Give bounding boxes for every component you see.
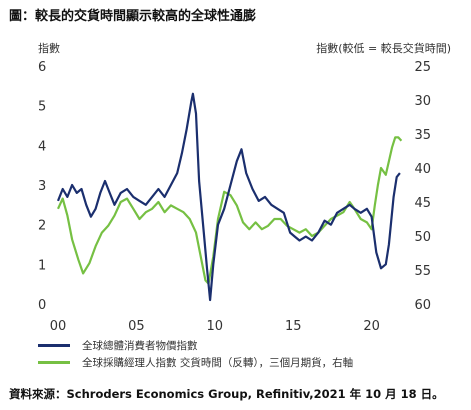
chart-title: 圖：較長的交貨時間顯示較高的全球性通膨 — [9, 9, 257, 24]
right-axis-ticks: 25 30 35 40 45 50 55 60 — [414, 60, 431, 313]
series-layer — [56, 92, 403, 302]
legend-label-pmi: 全球採購經理人指數 交貨時間（反轉），三個月期貨，右軸 — [82, 357, 354, 369]
right-tick-label: 60 — [414, 298, 431, 313]
left-tick-label: 3 — [38, 179, 46, 194]
legend-item-pmi: 全球採購經理人指數 交貨時間（反轉），三個月期貨，右軸 — [38, 354, 353, 371]
left-axis-title: 指數 — [38, 42, 60, 55]
x-tick-label: 00 — [50, 319, 67, 334]
x-axis-ticks: 00 05 10 15 20 — [50, 319, 380, 334]
series-line-cpi — [56, 92, 401, 302]
left-tick-label: 6 — [38, 60, 46, 75]
x-tick-label: 20 — [363, 319, 380, 334]
right-tick-label: 25 — [414, 60, 431, 75]
left-axis-ticks: 0 1 2 3 4 5 6 — [38, 60, 46, 313]
right-axis-title: 指數(較低 = 較長交貨時間) — [316, 42, 451, 55]
source-note: 資料來源：Schroders Economics Group, Refiniti… — [9, 387, 444, 401]
right-tick-label: 30 — [414, 94, 431, 109]
left-tick-label: 5 — [38, 100, 46, 115]
legend-label-cpi: 全球總體消費者物價指數 — [82, 340, 198, 352]
right-tick-label: 35 — [414, 128, 431, 143]
legend-swatch-cpi — [38, 344, 70, 347]
legend: 全球總體消費者物價指數 全球採購經理人指數 交貨時間（反轉），三個月期貨，右軸 — [38, 337, 353, 371]
left-tick-label: 2 — [38, 219, 46, 234]
left-tick-label: 1 — [38, 258, 46, 273]
x-tick-label: 15 — [285, 319, 302, 334]
legend-swatch-pmi — [38, 361, 70, 364]
left-tick-label: 0 — [38, 298, 46, 313]
legend-item-cpi: 全球總體消費者物價指數 — [38, 337, 353, 354]
left-tick-label: 4 — [38, 139, 46, 154]
x-tick-label: 10 — [207, 319, 224, 334]
right-tick-label: 55 — [414, 264, 431, 279]
right-tick-label: 40 — [414, 162, 431, 177]
series-line-pmi — [57, 136, 403, 285]
x-tick-label: 05 — [128, 319, 145, 334]
right-tick-label: 45 — [414, 196, 431, 211]
right-tick-label: 50 — [414, 230, 431, 245]
